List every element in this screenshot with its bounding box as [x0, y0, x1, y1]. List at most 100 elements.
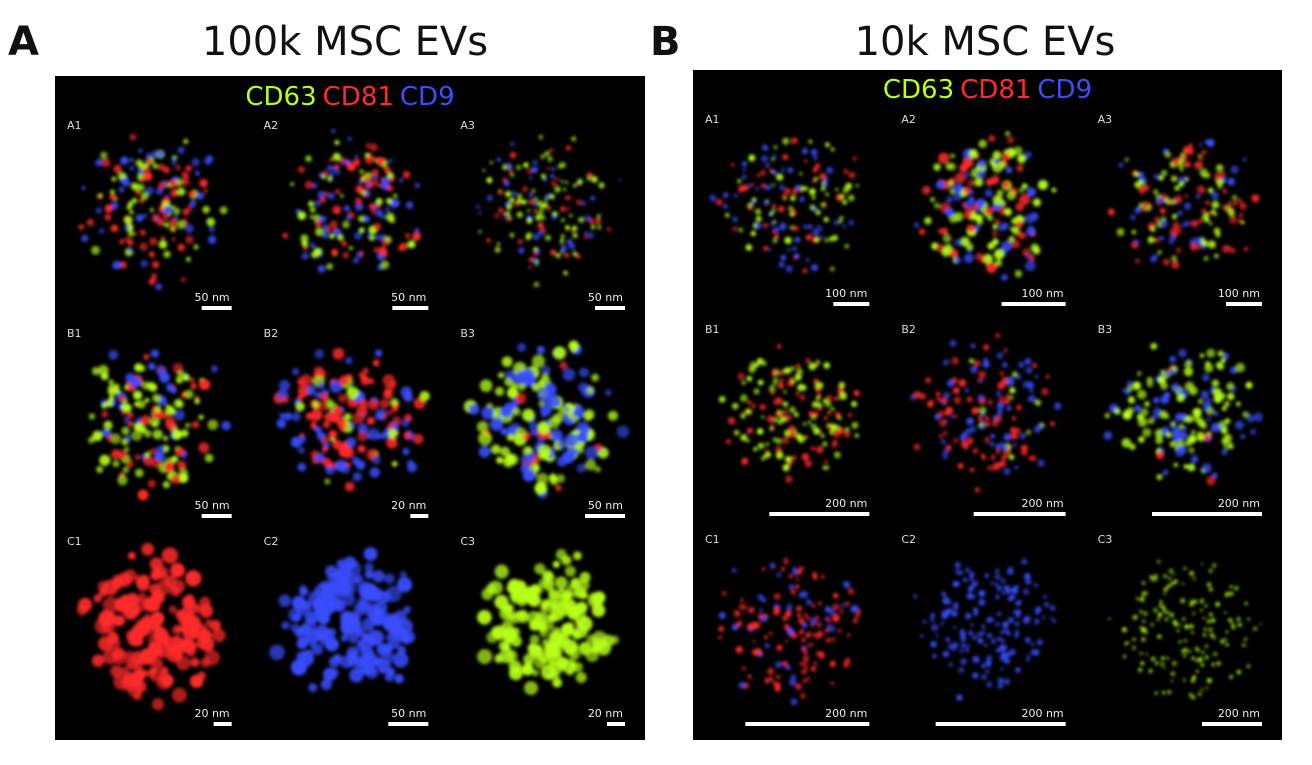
fluorescent-spot — [731, 568, 737, 573]
fluorescent-spot — [1164, 413, 1170, 419]
fluorescent-spot — [527, 643, 537, 653]
fluorescent-spot — [1200, 688, 1204, 691]
fluorescent-spot — [741, 174, 747, 180]
fluorescent-spot — [936, 397, 941, 402]
fluorescent-spot — [128, 421, 134, 427]
fluorescent-spot — [825, 401, 832, 408]
fluorescent-spot — [1228, 618, 1233, 623]
fluorescent-spot — [979, 406, 987, 415]
fluorescent-spot — [1134, 181, 1141, 188]
fluorescent-spot — [403, 392, 413, 402]
cell-label: A3 — [460, 119, 475, 132]
micrograph — [269, 547, 416, 693]
fluorescent-spot — [1180, 598, 1186, 604]
fluorescent-spot — [403, 605, 411, 614]
fluorescent-spot — [1169, 612, 1175, 618]
fluorescent-spot — [388, 158, 393, 164]
fluorescent-spot — [747, 606, 755, 614]
fluorescent-spot — [998, 396, 1006, 404]
fluorescent-spot — [571, 415, 579, 423]
fluorescent-spot — [1206, 619, 1211, 624]
fluorescent-spot — [580, 200, 587, 206]
fluorescent-spot — [1021, 558, 1028, 565]
fluorescent-spot — [91, 245, 101, 255]
fluorescent-spot — [176, 400, 184, 408]
fluorescent-spot — [1154, 428, 1164, 439]
legend-entry: CD63 — [883, 75, 954, 105]
fluorescent-spot — [805, 358, 811, 363]
fluorescent-spot — [988, 135, 996, 142]
fluorescent-spot — [145, 157, 153, 166]
fluorescent-spot — [1007, 616, 1015, 624]
fluorescent-spot — [468, 403, 480, 415]
fluorescent-spot — [1161, 656, 1165, 661]
fluorescent-spot — [143, 353, 150, 360]
fluorescent-spot — [134, 662, 144, 672]
fluorescent-spot — [765, 451, 772, 458]
fluorescent-spot — [970, 343, 976, 349]
fluorescent-spot — [1143, 611, 1148, 616]
fluorescent-spot — [1236, 617, 1241, 621]
fluorescent-spot — [1172, 619, 1177, 624]
fluorescent-spot — [820, 433, 825, 439]
fluorescent-spot — [978, 590, 986, 598]
fluorescent-spot — [1020, 448, 1028, 456]
fluorescent-spot — [1127, 396, 1136, 404]
fluorescent-spot — [190, 382, 197, 390]
micrograph — [88, 349, 231, 501]
fluorescent-spot — [349, 667, 364, 683]
fluorescent-spot — [811, 603, 816, 608]
fluorescent-spot — [1259, 622, 1262, 626]
fluorescent-spot — [775, 661, 783, 669]
fluorescent-spot — [529, 587, 538, 596]
fluorescent-spot — [796, 605, 803, 612]
fluorescent-spot — [562, 368, 576, 381]
micrograph — [1103, 342, 1264, 486]
fluorescent-spot — [794, 236, 801, 243]
fluorescent-spot — [203, 188, 208, 193]
fluorescent-spot — [506, 433, 514, 442]
scale-bar — [201, 306, 232, 310]
fluorescent-spot — [566, 621, 575, 629]
fluorescent-spot — [745, 244, 753, 251]
fluorescent-spot — [786, 604, 793, 611]
fluorescent-spot — [992, 224, 998, 230]
fluorescent-spot — [1192, 408, 1202, 417]
fluorescent-spot — [1251, 194, 1260, 203]
fluorescent-spot — [1240, 434, 1246, 440]
fluorescent-spot — [814, 237, 821, 243]
cell-label: C2 — [901, 533, 916, 546]
fluorescent-spot — [930, 197, 936, 203]
scale-bar — [607, 722, 625, 726]
fluorescent-spot — [127, 551, 136, 560]
fluorescent-spot — [980, 258, 985, 264]
fluorescent-spot — [1162, 469, 1169, 476]
fluorescent-spot — [140, 259, 149, 268]
fluorescent-spot — [157, 569, 167, 579]
fluorescent-spot — [970, 622, 974, 627]
fluorescent-spot — [1154, 662, 1158, 666]
fluorescent-spot — [175, 446, 185, 457]
fluorescent-spot — [1153, 173, 1159, 180]
fluorescent-spot — [1015, 600, 1021, 606]
fluorescent-spot — [1208, 221, 1213, 226]
fluorescent-spot — [322, 420, 331, 429]
fluorescent-spot — [99, 454, 110, 466]
fluorescent-spot — [497, 189, 504, 196]
fluorescent-spot — [188, 190, 195, 198]
fluorescent-spot — [937, 410, 945, 418]
fluorescent-spot — [793, 412, 799, 418]
fluorescent-spot — [1166, 584, 1171, 589]
fluorescent-spot — [1150, 579, 1154, 583]
fluorescent-spot — [1121, 438, 1132, 448]
fluorescent-spot — [835, 187, 839, 192]
fluorescent-spot — [524, 681, 539, 696]
fluorescent-spot — [830, 407, 835, 411]
fluorescent-spot — [754, 363, 759, 368]
fluorescent-spot — [992, 150, 1002, 160]
fluorescent-spot — [951, 414, 955, 419]
fluorescent-spot — [81, 185, 86, 191]
fluorescent-spot — [738, 682, 746, 689]
fluorescent-spot — [929, 617, 935, 622]
fluorescent-spot — [486, 177, 493, 184]
